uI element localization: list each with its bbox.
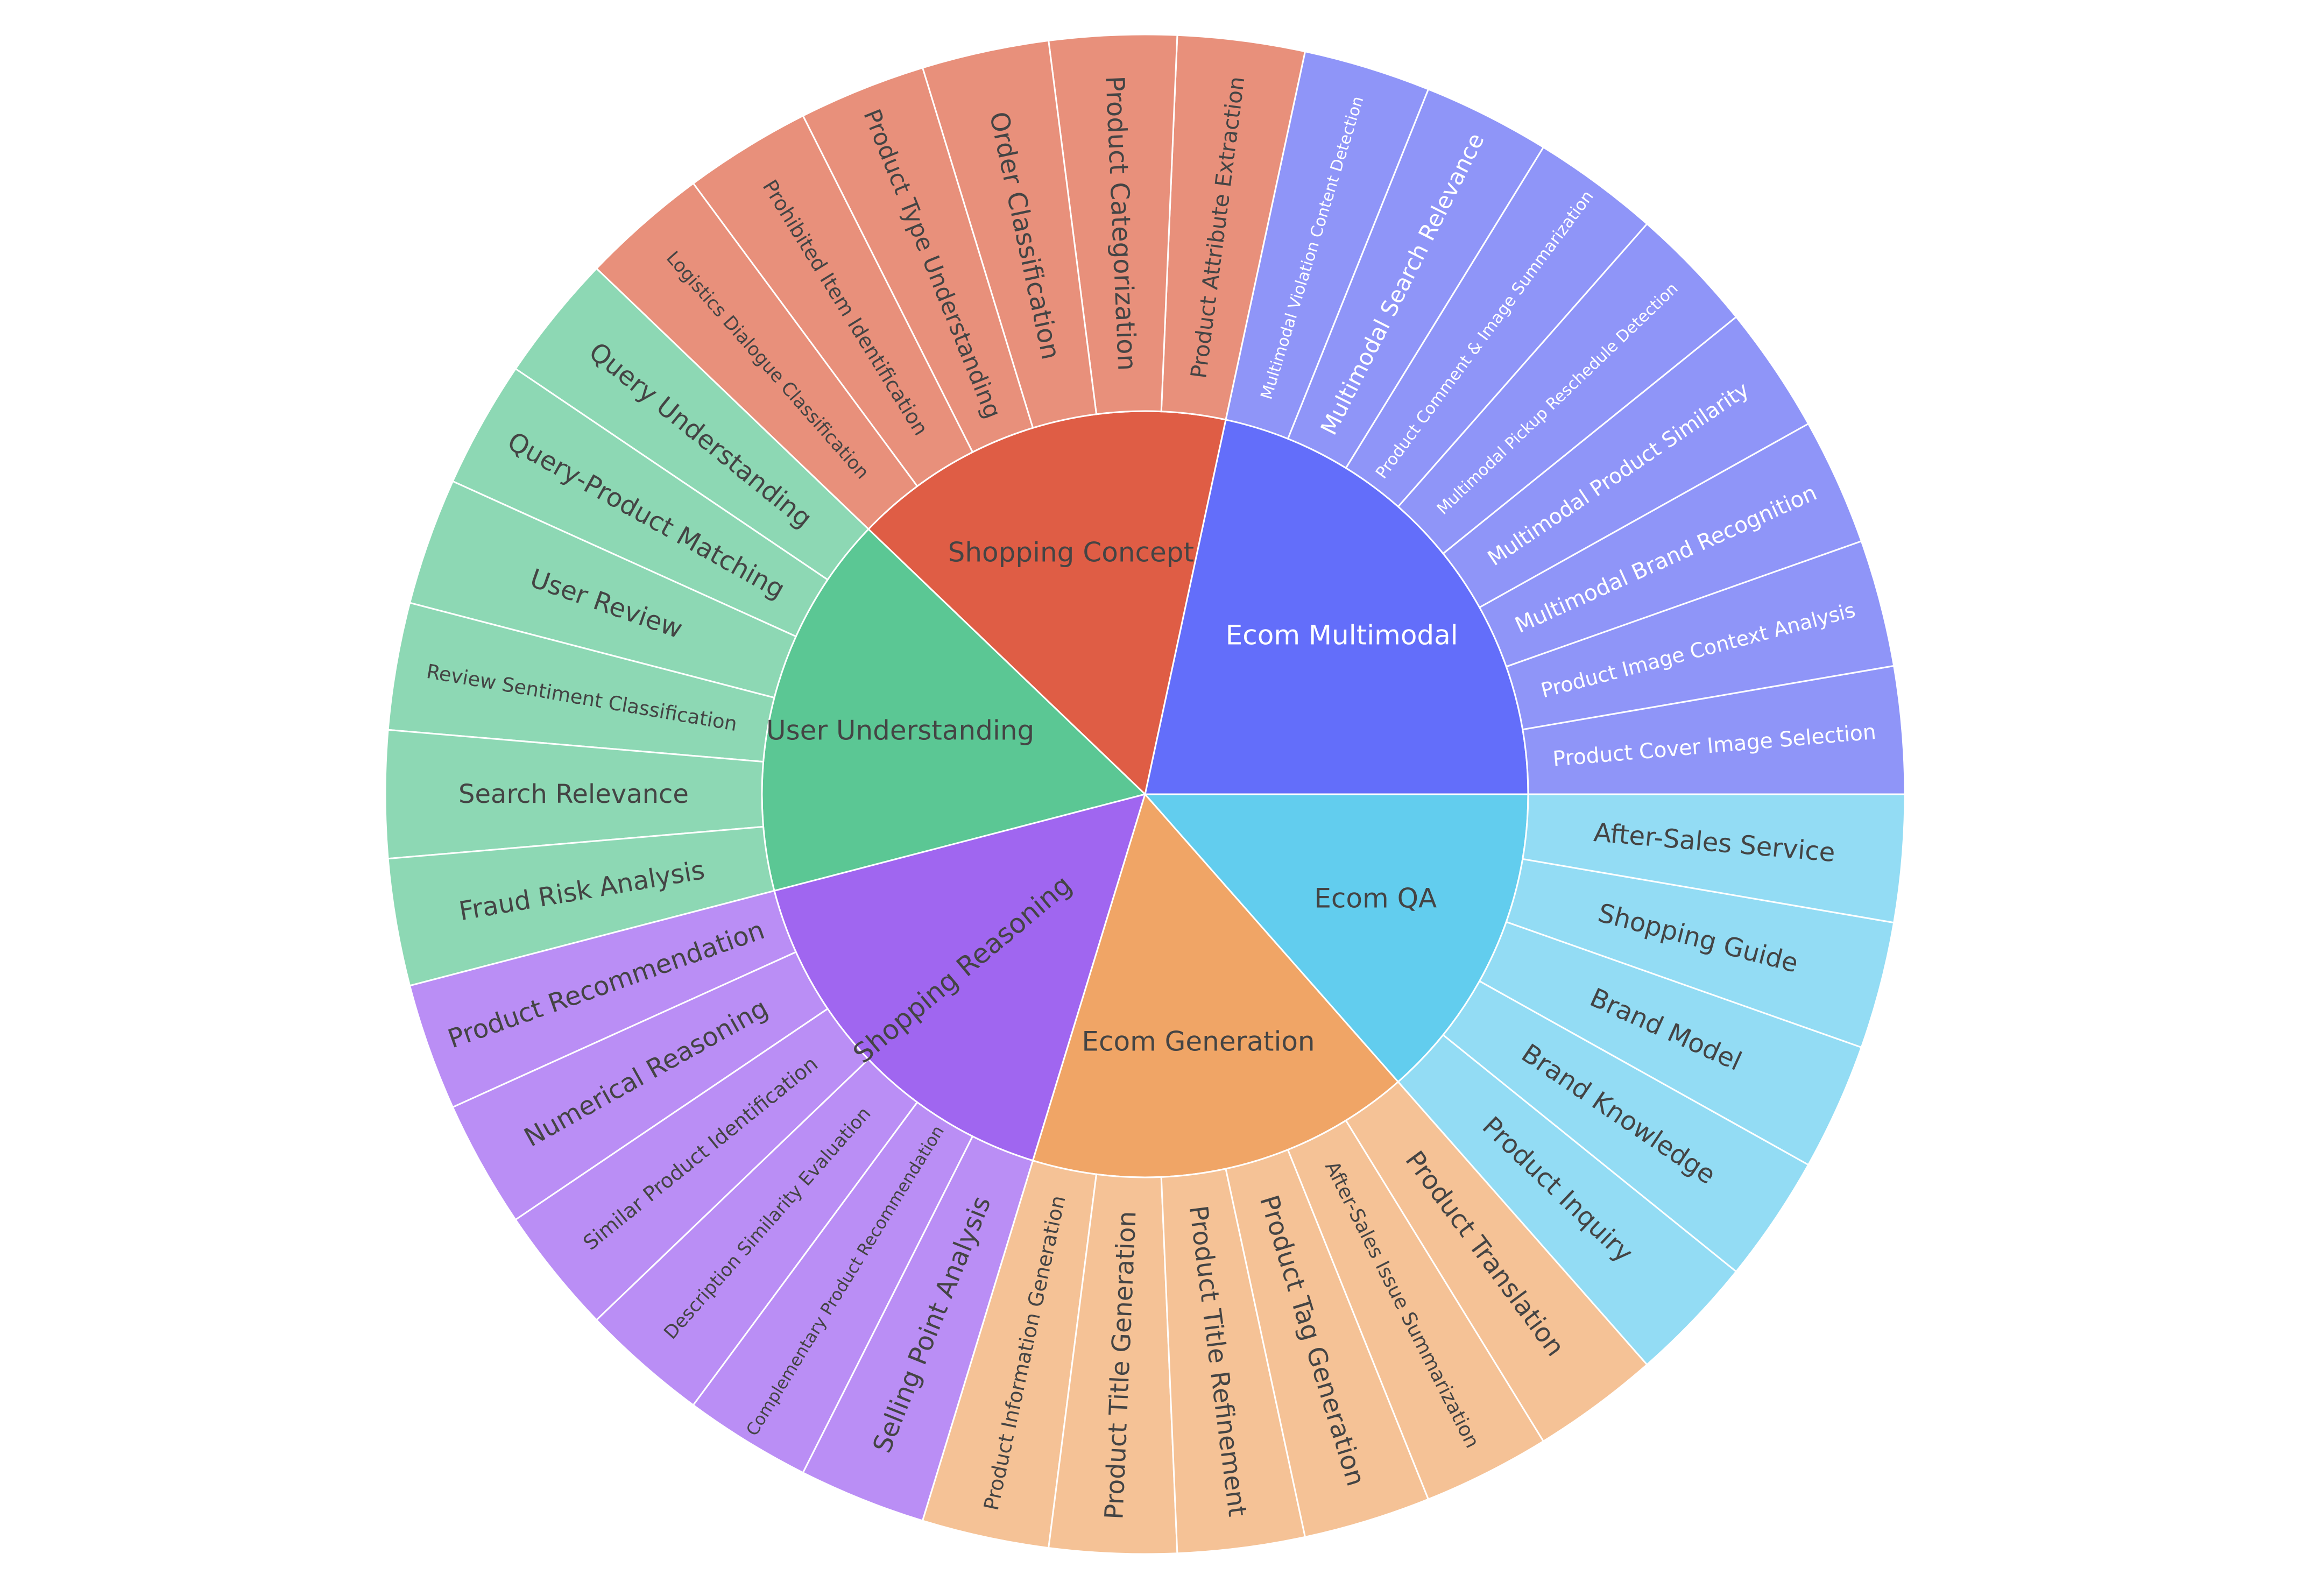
outer-ring	[384, 33, 1906, 1555]
group-label: Ecom Generation	[1082, 1026, 1315, 1057]
group-label: Ecom QA	[1314, 883, 1437, 914]
inner-ring	[761, 410, 1529, 1178]
leaf-label: Search Relevance	[458, 779, 689, 809]
leaf-sector-after-sales-service[interactable]	[1522, 793, 1906, 924]
group-label: Shopping Concept	[948, 537, 1195, 568]
group-label: User Understanding	[766, 715, 1034, 746]
group-label: Ecom Multimodal	[1226, 620, 1458, 651]
